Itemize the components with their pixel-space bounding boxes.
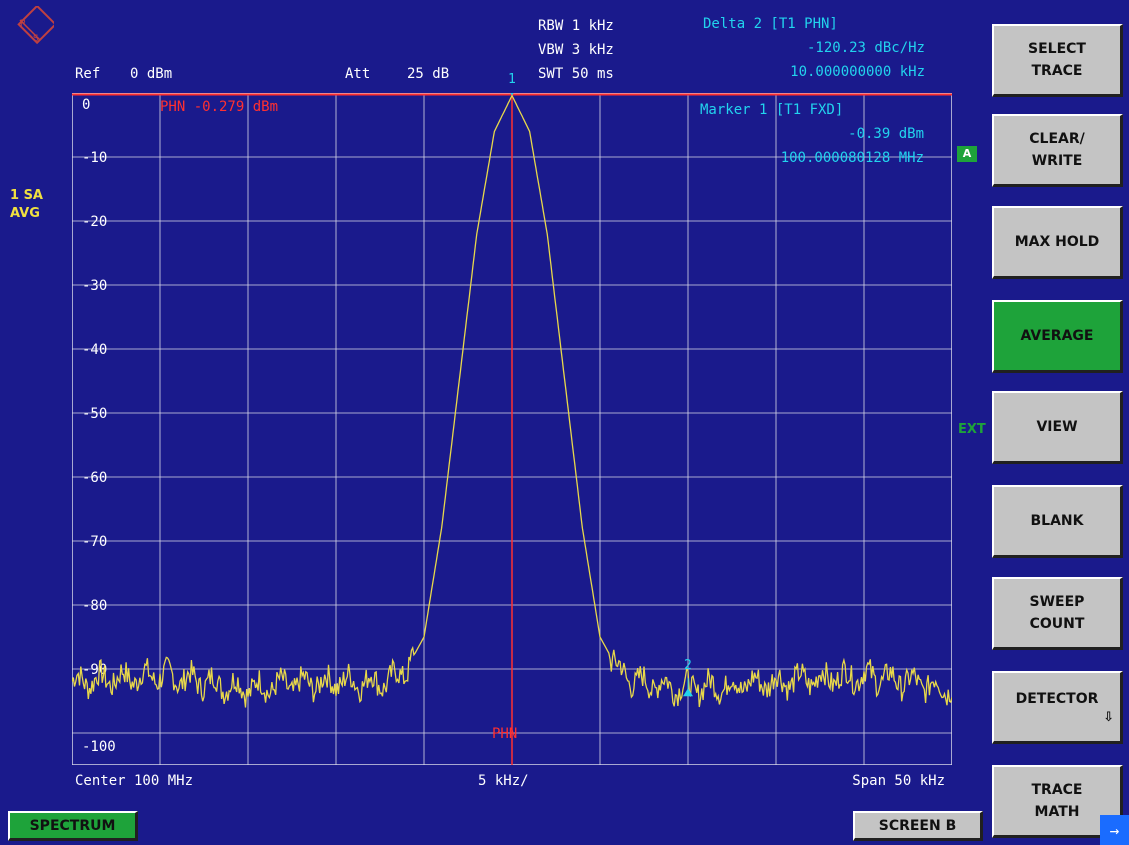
trace-mode-line2: AVG (10, 206, 40, 221)
y-tick-label: -60 (82, 470, 107, 486)
softkey-sweep-count[interactable]: SWEEP COUNT (992, 577, 1123, 650)
ref-label: Ref (75, 66, 101, 82)
softkey-select-trace[interactable]: SELECT TRACE (992, 24, 1123, 97)
y-tick-label: -40 (82, 342, 107, 358)
y-tick-label: -30 (82, 278, 107, 294)
rohde-schwarz-logo-icon: R S (17, 6, 54, 45)
marker1-value: -0.39 dBm (848, 126, 924, 142)
marker1-title: Marker 1 [T1 FXD] (700, 102, 843, 118)
delta-marker-title: Delta 2 [T1 PHN] (703, 16, 838, 32)
y-tick-label: -100 (82, 739, 116, 755)
phn-marker-label: PHN (492, 726, 517, 742)
frequency-per-division: 5 kHz/ (478, 773, 529, 789)
swt-readout: SWT 50 ms (538, 66, 614, 82)
softkey-average[interactable]: AVERAGE (992, 300, 1123, 373)
y-tick-label: -20 (82, 214, 107, 230)
marker2-symbol (683, 678, 693, 697)
att-label: Att (345, 66, 371, 82)
marker2-number-label: 2 (684, 658, 692, 674)
center-frequency: Center 100 MHz (75, 773, 194, 789)
spectrum-plot: 0-10-20-30-40-50-60-70-80-90-100 PHN -0.… (72, 93, 952, 765)
svg-text:S: S (33, 34, 39, 44)
y-tick-label: -70 (82, 534, 107, 550)
att-value: 25 dB (407, 66, 450, 82)
spectrum-trace (72, 94, 952, 708)
softkey-view[interactable]: VIEW (992, 391, 1123, 464)
y-tick-label: 0 (82, 97, 90, 113)
rbw-readout: RBW 1 kHz (538, 18, 614, 34)
marker1-number-label: 1 (508, 72, 516, 87)
frequency-span: Span 50 kHz (852, 773, 945, 789)
analyzer-screen: R S Ref 0 dBm Att 25 dB RBW 1 kHz VBW 3 … (8, 6, 986, 841)
marker1-triangle (510, 93, 514, 96)
trace-mode-line1: 1 SA (10, 188, 43, 203)
spectrum-mode-button[interactable]: SPECTRUM (8, 811, 138, 841)
next-page-arrow-icon[interactable]: → (1100, 815, 1129, 845)
softkey-blank[interactable]: BLANK (992, 485, 1123, 558)
softkey-max-hold[interactable]: MAX HOLD (992, 206, 1123, 279)
vbw-readout: VBW 3 kHz (538, 42, 614, 58)
delta-marker-freq: 10.000000000 kHz (790, 64, 925, 80)
softkey-detector[interactable]: DETECTOR ⇩ (992, 671, 1123, 744)
trace-a-tag: A (957, 146, 977, 162)
marker1-freq: 100.000080128 MHz (781, 150, 924, 166)
y-tick-label: -80 (82, 598, 107, 614)
marker1-symbol (510, 93, 514, 96)
svg-text:R: R (20, 19, 26, 29)
ref-value: 0 dBm (130, 66, 173, 82)
y-tick-label: -50 (82, 406, 107, 422)
marker2-triangle (683, 688, 693, 697)
y-tick-label: -10 (82, 150, 107, 166)
phn-level-label: PHN -0.279 dBm (160, 99, 278, 115)
softkey-panel: SELECT TRACE CLEAR/WRITE MAX HOLD AVERAGE… (990, 0, 1129, 845)
softkey-clear-write[interactable]: CLEAR/WRITE (992, 114, 1123, 187)
submenu-arrow-icon: ⇩ (1103, 710, 1114, 725)
softkey-trace-math[interactable]: TRACE MATH (992, 765, 1123, 838)
ext-tag: EXT (958, 422, 986, 437)
screen-b-button[interactable]: SCREEN B (853, 811, 983, 841)
delta-marker-value: -120.23 dBc/Hz (806, 40, 925, 56)
